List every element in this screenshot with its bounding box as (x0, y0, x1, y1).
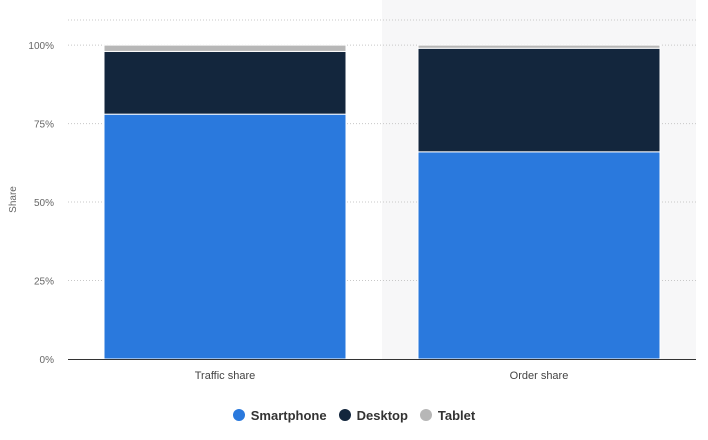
legend-marker (419, 409, 432, 421)
x-tick-label: Order share (510, 370, 569, 382)
bar-segment-desktop[interactable] (103, 50, 347, 115)
legend-label: Desktop (356, 407, 408, 423)
x-axis-ticks: Traffic share Order share (195, 370, 569, 382)
bar-segment-desktop[interactable] (417, 47, 661, 153)
y-tick-label: 50% (34, 198, 54, 209)
y-tick-label: 100% (28, 41, 54, 52)
legend-item-smartphone[interactable]: Smartphone (232, 407, 327, 423)
bar-segment-tablet[interactable] (417, 44, 661, 49)
legend: Smartphone Desktop Tablet (0, 404, 708, 426)
stacked-bar-chart: 0% 25% 50% 75% 100% Share Traffic share Order… (8, 19, 696, 382)
y-tick-label: 25% (34, 277, 54, 288)
legend-label: Tablet (437, 407, 476, 423)
bars (103, 44, 661, 360)
y-tick-label: 75% (34, 120, 54, 131)
legend-item-desktop[interactable]: Desktop (338, 407, 408, 423)
y-axis-ticks: 0% 25% 50% 75% 100% (28, 41, 54, 366)
bar-segment-tablet[interactable] (103, 44, 347, 52)
legend-marker (338, 409, 351, 421)
bar-segment-smartphone[interactable] (103, 113, 347, 360)
bar-segment-smartphone[interactable] (417, 151, 661, 360)
y-axis-label: Share (8, 186, 19, 213)
legend-marker (232, 409, 245, 421)
y-tick-label: 0% (40, 355, 55, 366)
x-tick-label: Traffic share (195, 370, 256, 382)
legend-label: Smartphone (250, 407, 327, 423)
legend-item-tablet[interactable]: Tablet (419, 407, 476, 423)
